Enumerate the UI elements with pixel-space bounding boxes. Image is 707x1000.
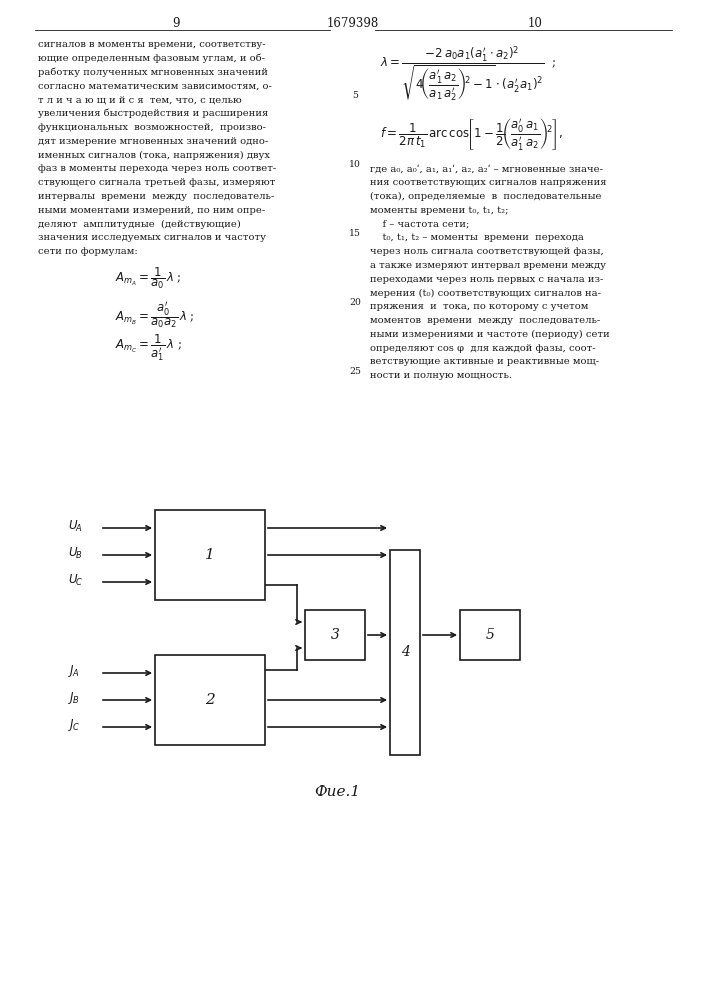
Text: 3: 3 (331, 628, 339, 642)
Bar (460, 610, 520, 660)
Text: 25: 25 (349, 367, 361, 376)
Text: ности и полную мощность.: ности и полную мощность. (370, 371, 512, 380)
Text: $A_{m_C} = \dfrac{1}{a_1^{\prime}}\,\lambda\;$;: $A_{m_C} = \dfrac{1}{a_1^{\prime}}\,\lam… (115, 333, 182, 363)
Bar (155, 510, 265, 600)
Text: $U_{\!B}$: $U_{\!B}$ (68, 545, 83, 561)
Text: а также измеряют интервал времени между: а также измеряют интервал времени между (370, 261, 606, 270)
Text: t₀, t₁, t₂ – моменты  времени  перехода: t₀, t₁, t₂ – моменты времени перехода (370, 233, 584, 242)
Text: f – частота сети;: f – частота сети; (370, 219, 469, 228)
Text: $J_{\!A}$: $J_{\!A}$ (68, 663, 79, 679)
Bar (155, 655, 265, 745)
Text: мерения (t₀) соответствующих сигналов на-: мерения (t₀) соответствующих сигналов на… (370, 288, 601, 298)
Text: $J_{\!C}$: $J_{\!C}$ (68, 717, 80, 733)
Text: Фие.1: Фие.1 (315, 785, 361, 799)
Text: ющие определенным фазовым углам, и об-: ющие определенным фазовым углам, и об- (38, 54, 265, 63)
Text: пряжения  и  тока, по которому с учетом: пряжения и тока, по которому с учетом (370, 302, 588, 311)
Text: 15: 15 (349, 229, 361, 238)
Bar (390, 550, 420, 755)
Text: 2: 2 (205, 693, 215, 707)
Text: $U_{\!C}$: $U_{\!C}$ (68, 572, 83, 588)
Text: согласно математическим зависимостям, о-: согласно математическим зависимостям, о- (38, 81, 272, 90)
Text: определяют cos φ  для каждой фазы, соот-: определяют cos φ для каждой фазы, соот- (370, 344, 595, 353)
Text: сети по формулам:: сети по формулам: (38, 247, 138, 256)
Text: именных сигналов (тока, напряжения) двух: именных сигналов (тока, напряжения) двух (38, 150, 270, 160)
Text: моменты времени t₀, t₁, t₂;: моменты времени t₀, t₁, t₂; (370, 206, 508, 215)
Text: $f = \dfrac{1}{2\pi\, t_1}\,\mathrm{arc\,cos}\!\left[1 - \dfrac{1}{2}\!\left(\df: $f = \dfrac{1}{2\pi\, t_1}\,\mathrm{arc\… (380, 116, 563, 152)
Text: работку полученных мгновенных значений: работку полученных мгновенных значений (38, 68, 268, 77)
Text: ными измерениями и частоте (периоду) сети: ными измерениями и частоте (периоду) сет… (370, 330, 609, 339)
Text: $U_{\!A}$: $U_{\!A}$ (68, 518, 82, 534)
Text: 9: 9 (173, 17, 180, 30)
Text: ствующего сигнала третьей фазы, измеряют: ствующего сигнала третьей фазы, измеряют (38, 178, 275, 187)
Text: 1679398: 1679398 (327, 17, 379, 30)
Text: (тока), определяемые  в  последовательные: (тока), определяемые в последовательные (370, 192, 602, 201)
Text: 4: 4 (401, 646, 409, 660)
Text: где a₀, a₀ʹ, a₁, a₁ʹ, a₂, a₂ʹ – мгновенные значе-: где a₀, a₀ʹ, a₁, a₁ʹ, a₂, a₂ʹ – мгновенн… (370, 164, 603, 173)
Text: функциональных  возможностей,  произво-: функциональных возможностей, произво- (38, 123, 266, 132)
Text: 10: 10 (527, 17, 542, 30)
Text: $\lambda = \dfrac{-2\,a_0 a_1 (a_1^{\prime} \cdot a_2)^2}{\sqrt{4\!\left(\dfrac{: $\lambda = \dfrac{-2\,a_0 a_1 (a_1^{\pri… (380, 44, 556, 104)
Text: ветствующие активные и реактивные мощ-: ветствующие активные и реактивные мощ- (370, 357, 599, 366)
Text: фаз в моменты перехода через ноль соответ-: фаз в моменты перехода через ноль соотве… (38, 164, 276, 173)
Text: моментов  времени  между  последователь-: моментов времени между последователь- (370, 316, 600, 325)
Text: 10: 10 (349, 160, 361, 169)
Text: 1: 1 (205, 548, 215, 562)
Text: сигналов в моменты времени, соответству-: сигналов в моменты времени, соответству- (38, 40, 266, 49)
Text: 5: 5 (486, 628, 494, 642)
Text: через ноль сигнала соответствующей фазы,: через ноль сигнала соответствующей фазы, (370, 247, 604, 256)
Text: 5: 5 (352, 91, 358, 100)
Text: ния соответствующих сигналов напряжения: ния соответствующих сигналов напряжения (370, 178, 607, 187)
Text: $J_{\!B}$: $J_{\!B}$ (68, 690, 79, 706)
Text: дят измерение мгновенных значений одно-: дят измерение мгновенных значений одно- (38, 137, 268, 146)
Text: $A_{m_B} = \dfrac{a_0^{\prime}}{a_0 a_2}\,\lambda\;$;: $A_{m_B} = \dfrac{a_0^{\prime}}{a_0 a_2}… (115, 299, 194, 330)
Text: переходами через ноль первых с начала из-: переходами через ноль первых с начала из… (370, 275, 603, 284)
Text: 20: 20 (349, 298, 361, 307)
Text: значения исследуемых сигналов и частоту: значения исследуемых сигналов и частоту (38, 233, 266, 242)
Text: интервалы  времени  между  последователь-: интервалы времени между последователь- (38, 192, 274, 201)
Bar (305, 610, 365, 660)
Text: т л и ч а ю щ и й с я  тем, что, с целью: т л и ч а ю щ и й с я тем, что, с целью (38, 95, 242, 104)
Text: деляют  амплитудные  (действующие): деляют амплитудные (действующие) (38, 219, 241, 229)
Text: увеличения быстродействия и расширения: увеличения быстродействия и расширения (38, 109, 268, 118)
Text: $A_{m_A} = \dfrac{1}{a_0}\,\lambda\;$;: $A_{m_A} = \dfrac{1}{a_0}\,\lambda\;$; (115, 265, 182, 291)
Text: ными моментами измерений, по ним опре-: ными моментами измерений, по ним опре- (38, 206, 265, 215)
